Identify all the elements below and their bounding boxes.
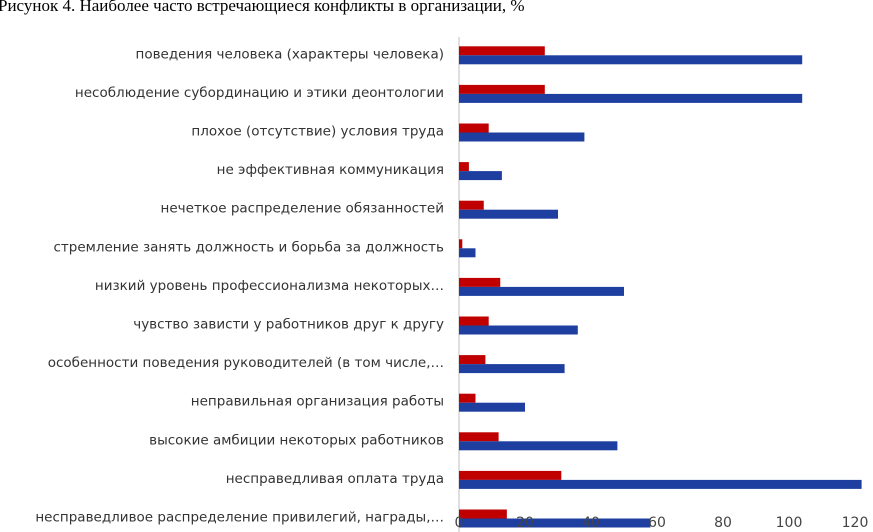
bar-series-2	[459, 441, 618, 451]
bar-series-1	[459, 432, 499, 442]
bar-series-1	[459, 84, 545, 94]
bar-series-2	[459, 364, 565, 374]
bar-series-1	[459, 46, 545, 56]
bar-series-1	[459, 470, 562, 480]
bar-series-2	[459, 325, 578, 335]
bar-series-2	[459, 286, 624, 296]
figure-caption: Рисунок 4. Наиболее часто встречающиеся …	[0, 0, 525, 15]
bar-series-2	[459, 248, 476, 258]
category-label: нечеткое распределение обязанностей	[161, 201, 444, 217]
category-label: не эффективная коммуникация	[217, 162, 444, 178]
category-label: плохое (отсутствие) условия труда	[191, 124, 444, 140]
category-label: высокие амбиции некоторых работников	[149, 432, 444, 448]
bar-series-1	[459, 277, 501, 287]
category-label: неправильная организация работы	[191, 394, 444, 410]
bar-series-1	[459, 509, 507, 519]
bar-series-1	[459, 162, 469, 172]
category-label: стремление занять должность и борьба за …	[53, 239, 444, 255]
x-tick-label: 0	[455, 515, 464, 531]
bar-series-1	[459, 239, 463, 249]
bar-series-2	[459, 402, 525, 412]
x-tick-label: 100	[776, 515, 803, 531]
x-tick-label: 40	[582, 515, 600, 531]
bar-series-2	[459, 518, 651, 528]
bar-series-2	[459, 93, 803, 103]
bar-series-2	[459, 132, 585, 142]
bar-series-2	[459, 209, 558, 219]
bar-series-1	[459, 200, 484, 210]
bar-series-1	[459, 393, 476, 403]
category-label: чувство зависти у работников друг к друг…	[133, 317, 444, 333]
x-tick-label: 120	[842, 515, 869, 531]
bar-series-2	[459, 171, 502, 181]
x-tick-label: 20	[516, 515, 534, 531]
category-label: особенности поведения руководителей (в т…	[48, 355, 444, 371]
x-tick-label: 80	[714, 515, 732, 531]
category-label: поведения человека (характеры человека)	[136, 46, 445, 62]
bar-series-2	[459, 479, 862, 489]
bar-series-1	[459, 316, 489, 326]
bar-series-1	[459, 123, 489, 133]
category-label: низкий уровень профессионализма некоторы…	[95, 278, 444, 294]
x-tick-label: 60	[648, 515, 666, 531]
category-label: несправедливое распределение привилегий,…	[35, 510, 444, 526]
category-label: несоблюдение субординацию и этики деонто…	[75, 85, 444, 101]
bar-series-2	[459, 55, 803, 65]
category-label: несправедливая оплата труда	[226, 471, 444, 487]
bar-series-1	[459, 355, 486, 365]
